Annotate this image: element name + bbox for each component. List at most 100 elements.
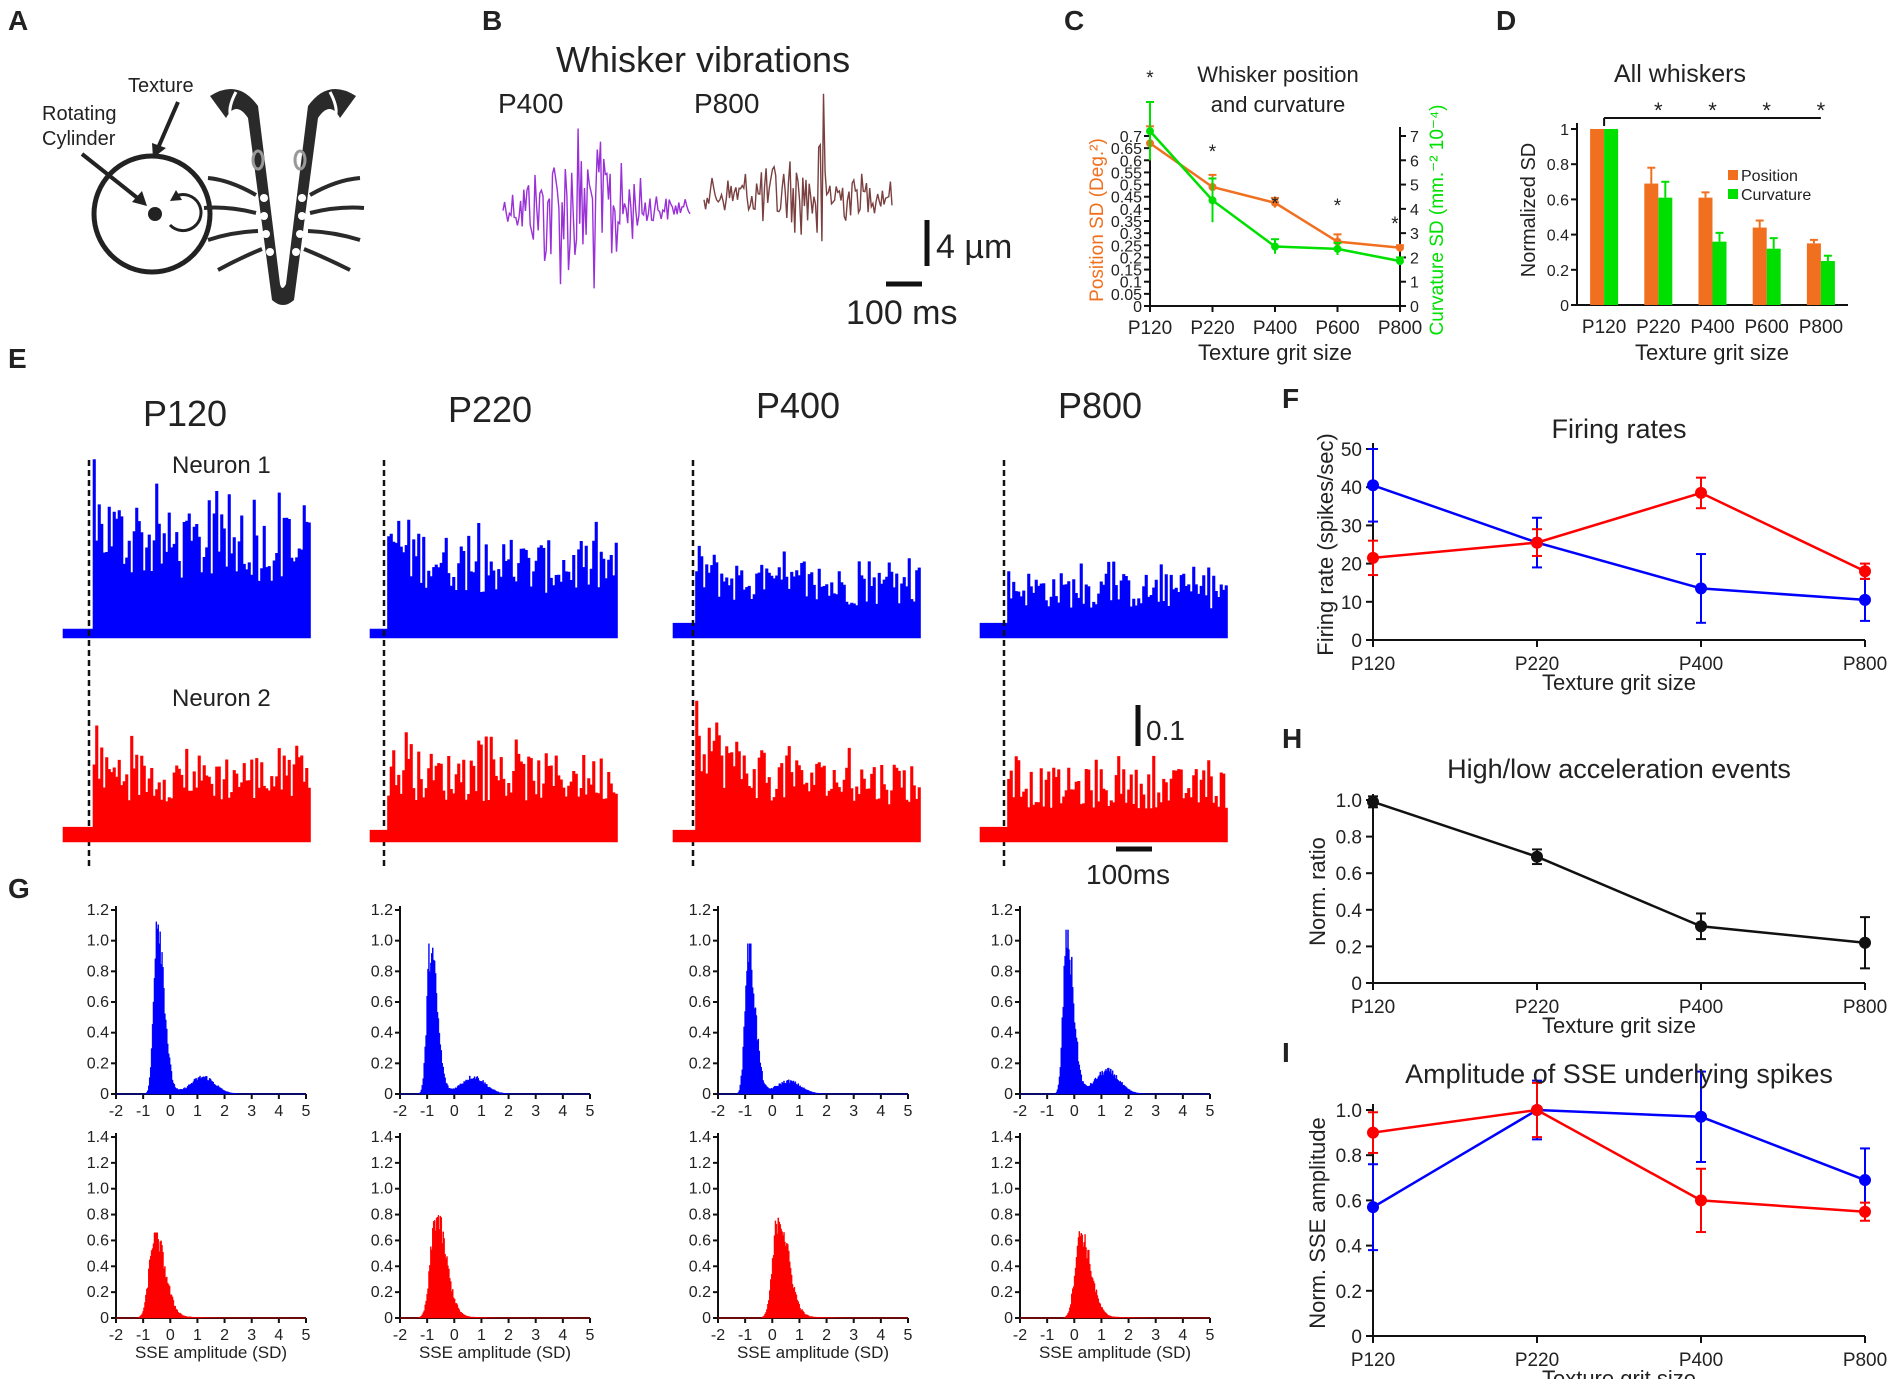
x-tick-label: 1	[795, 1103, 804, 1120]
column-label-p120: P120	[143, 393, 227, 434]
y-tick-label: 0.8	[991, 963, 1013, 980]
histogram-neuron-1-p120	[116, 921, 306, 1095]
x-tick-label: 2	[504, 1327, 513, 1344]
y-tick-label: 0.4	[371, 1025, 393, 1042]
x-tick-label: P120	[1351, 1350, 1395, 1371]
y-tick-label: 1.0	[689, 1181, 711, 1198]
psth-neuron-2-p800	[979, 755, 1228, 843]
data-point	[1396, 243, 1404, 252]
scale-label-time: 100 ms	[846, 294, 958, 332]
chart-title: Amplitude of SSE underlying spikes	[1405, 1059, 1833, 1089]
rodent-head-icon	[210, 88, 356, 306]
x-axis-label: Texture grit size	[1542, 670, 1696, 695]
x-tick-label: -2	[711, 1327, 725, 1344]
x-tick-label: 0	[450, 1103, 459, 1120]
histogram-neuron-2-p220	[400, 1215, 590, 1319]
panel-letter-b: B	[482, 5, 502, 36]
data-point	[1333, 244, 1342, 253]
cylinder-axle	[148, 207, 162, 221]
x-tick-label: 4	[1178, 1327, 1187, 1344]
y-tick-label: 1.4	[87, 1129, 109, 1146]
y-tick-label: 0.8	[991, 1207, 1013, 1224]
panel-g-histograms: 0 0.2 0.4 0.6 0.8 1.0 1.2 -2 -1 0 1 2 3 4 5 0 0.2 0.4 0.6 0…	[87, 902, 1215, 1362]
y-tick-label: 1.0	[371, 1181, 393, 1198]
panel-a-schematic: Texture Rotating Cylinder	[42, 75, 365, 306]
x-tick-label: P220	[1515, 654, 1559, 675]
y-tick-label: 0.4	[87, 1025, 109, 1042]
x-tick-label: -1	[136, 1327, 150, 1344]
x-tick-label: -2	[109, 1327, 123, 1344]
y-tick-label: 0.8	[371, 1207, 393, 1224]
data-point	[1146, 127, 1154, 136]
y-tick-label: 10	[1341, 593, 1362, 614]
significance-star: *	[1391, 214, 1399, 235]
y-tick-label-left: 0.6	[1120, 153, 1142, 170]
data-point	[1271, 198, 1279, 207]
y-tick-label-left: 0.35	[1111, 214, 1142, 231]
x-tick-label: 1	[193, 1327, 202, 1344]
data-point	[1531, 1104, 1543, 1116]
y-tick-label: 50	[1341, 440, 1362, 461]
psth-neuron-2-p400	[672, 700, 921, 843]
panel-letter-c: C	[1064, 5, 1084, 36]
x-tick-label: 1	[193, 1103, 202, 1120]
data-point	[1859, 1205, 1871, 1218]
y-tick-label: 0.6	[991, 994, 1013, 1011]
bar-position	[1806, 243, 1821, 305]
y-tick-label: 0.4	[1547, 228, 1569, 245]
y-tick-label-left: 0.25	[1111, 238, 1142, 255]
y-tick-label-right: 3	[1410, 226, 1419, 243]
series-line-1	[1372, 1108, 1866, 1213]
data-point	[1367, 1126, 1379, 1139]
x-tick-label: -1	[1040, 1327, 1054, 1344]
chart-title: All whiskers	[1614, 60, 1746, 88]
y-tick-label: 0.4	[371, 1258, 393, 1275]
y-tick-label: 0.8	[371, 963, 393, 980]
panel-d-chart: 0 0.2 0.4 0.6 0.8 1 P120 P220 P400 P600 P800 * * * * Po…	[1518, 60, 1848, 365]
bar-position	[1644, 183, 1659, 305]
y-tick-label: 20	[1341, 555, 1362, 576]
x-tick-label: P800	[1843, 1350, 1887, 1371]
scale-label-amplitude: 4 µm	[936, 228, 1012, 266]
x-tick-label: 3	[849, 1327, 858, 1344]
x-axis-label: SSE amplitude (SD)	[737, 1343, 889, 1362]
trace-p800	[703, 93, 893, 242]
y-tick-label: 0.4	[991, 1258, 1013, 1275]
x-tick-label: 2	[220, 1327, 229, 1344]
x-tick-label: 5	[904, 1103, 913, 1120]
y-tick-label-left: 0	[1133, 299, 1142, 316]
histogram-neuron-1-p400	[718, 943, 908, 1095]
y-tick-label: 0.6	[689, 1232, 711, 1249]
data-point	[1396, 257, 1404, 266]
chart-title: High/low acceleration events	[1447, 754, 1791, 784]
y-tick-label: 1.4	[371, 1129, 393, 1146]
x-tick-label: P120	[1582, 317, 1626, 338]
x-tick-label: 3	[247, 1327, 256, 1344]
y-tick-label: 0.6	[371, 1232, 393, 1249]
y-tick-label: 0	[1351, 974, 1362, 995]
x-tick-label: 0	[768, 1327, 777, 1344]
x-tick-label: P120	[1351, 654, 1395, 675]
data-point	[1859, 936, 1871, 949]
significance-star: *	[1334, 196, 1342, 217]
y-tick-label: 1.2	[371, 902, 393, 919]
data-point	[1367, 551, 1379, 564]
x-tick-label: -1	[738, 1103, 752, 1120]
data-point	[1859, 565, 1871, 578]
y-tick-label: 0.4	[689, 1258, 711, 1275]
right-eye-icon	[293, 149, 307, 171]
y-tick-label: 0.4	[87, 1258, 109, 1275]
y-tick-label: 0.8	[689, 1207, 711, 1224]
chart-title: Firing rates	[1551, 414, 1686, 444]
texture-pointer-arrow	[156, 101, 180, 149]
psth-neuron-2-p220	[369, 732, 618, 843]
trace-label-p800: P800	[694, 88, 759, 119]
y-tick-label: 1.0	[87, 933, 109, 950]
y-tick-label: 1.0	[371, 933, 393, 950]
x-axis-label: Texture grit size	[1542, 1366, 1696, 1379]
scale-label-rate: 0.1	[1146, 715, 1185, 746]
trace-label-p400: P400	[498, 88, 563, 119]
y-tick-label: 1.2	[689, 1155, 711, 1172]
x-tick-label: -2	[393, 1103, 407, 1120]
